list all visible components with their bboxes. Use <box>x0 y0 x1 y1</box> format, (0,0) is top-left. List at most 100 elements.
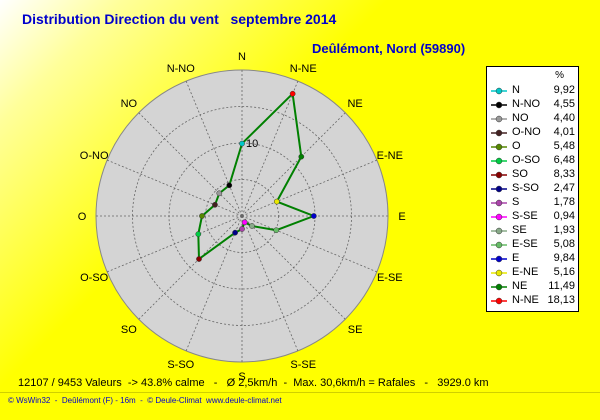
legend-item: E-SE 5,08 <box>487 238 578 252</box>
legend-label: NE <box>512 280 528 292</box>
chart-title: Distribution Direction du vent septembre… <box>22 11 337 27</box>
legend-value: 9,92 <box>553 84 575 96</box>
legend-item: S-SO 2,47 <box>487 182 578 196</box>
legend-item: SO 8,33 <box>487 168 578 182</box>
direction-label-o-no: O-NO <box>80 150 109 162</box>
legend-value: 6,48 <box>553 154 575 166</box>
legend-value: 11,49 <box>548 280 575 292</box>
grid-spoke <box>241 112 346 217</box>
data-point-so <box>196 256 202 262</box>
legend-value: 8,33 <box>553 168 575 180</box>
legend-marker-icon <box>491 185 507 193</box>
legend-item: O-SO 6,48 <box>487 154 578 168</box>
legend-item: NE 11,49 <box>487 280 578 294</box>
legend-marker-icon <box>491 157 507 165</box>
legend-label: SE <box>512 224 527 236</box>
legend-label: O <box>512 140 521 152</box>
legend-item: NO 4,40 <box>487 112 578 126</box>
data-point-ne <box>298 153 305 160</box>
direction-label-o-so: O-SO <box>80 272 109 284</box>
legend-value: 0,94 <box>553 210 575 222</box>
direction-label-e-se: E-SE <box>377 272 403 284</box>
grid-spoke <box>185 215 243 352</box>
data-point-e-ne <box>273 198 280 205</box>
data-point-se <box>249 223 255 229</box>
legend-item: O-NO 4,01 <box>487 126 578 140</box>
direction-label-se: SE <box>348 324 363 336</box>
grid-spoke <box>241 215 378 273</box>
legend-value: 4,01 <box>553 126 575 138</box>
legend-item: E-NE 5,16 <box>487 266 578 280</box>
data-point-o-so <box>195 231 202 237</box>
legend-marker-icon <box>491 129 507 137</box>
data-point-n-no <box>226 182 233 189</box>
legend-value: 5,48 <box>553 140 575 152</box>
data-point-o-no <box>212 201 218 208</box>
footer-credits: © WsWin32 - Deûlémont (F) - 16m - © Deul… <box>8 396 282 405</box>
direction-label-n-ne: N-NE <box>290 63 317 75</box>
legend-item: N 9,92 <box>487 84 578 98</box>
legend-label: N-NE <box>512 294 539 306</box>
legend-value: 1,78 <box>553 196 575 208</box>
legend-marker-icon <box>491 213 507 221</box>
footer-divider <box>0 392 600 393</box>
legend-label: S-SE <box>512 210 538 222</box>
legend-item: SE 1,93 <box>487 224 578 238</box>
legend-marker-icon <box>491 297 507 305</box>
data-point-n <box>239 140 245 147</box>
legend-value: 5,16 <box>553 266 575 278</box>
direction-label-so: SO <box>121 324 137 336</box>
legend-value: 4,40 <box>553 112 575 124</box>
legend-value: 1,93 <box>553 224 575 236</box>
direction-label-e: E <box>398 211 405 223</box>
grid-spoke <box>241 215 299 352</box>
direction-label-no: NO <box>121 98 138 110</box>
grid-spoke <box>241 215 346 320</box>
grid-spoke <box>106 159 243 217</box>
legend-value: 2,47 <box>553 182 575 194</box>
data-point-e <box>310 213 317 219</box>
grid-spoke <box>241 159 378 217</box>
ring-label: 10 <box>246 138 258 150</box>
legend-label: O-NO <box>512 126 541 138</box>
direction-label-e-ne: E-NE <box>377 150 403 162</box>
legend-value: 4,55 <box>553 98 575 110</box>
legend-marker-icon <box>491 227 507 235</box>
legend-label: O-SO <box>512 154 541 166</box>
grid-spoke <box>138 112 243 217</box>
grid-spoke <box>241 80 299 217</box>
statistics-line: 12107 / 9453 Valeurs -> 43.8% calme - Ø … <box>18 377 489 389</box>
data-point-n-ne <box>289 90 296 97</box>
legend-marker-icon <box>491 269 507 277</box>
legend-marker-icon <box>491 171 507 179</box>
legend: % N 9,92 N-NO 4,55 NO 4,40 O-NO 4,01 O 5,48 O-SO 6,… <box>486 66 579 312</box>
direction-label-s: S <box>238 371 245 383</box>
legend-marker-icon <box>491 255 507 263</box>
chart-subtitle: Deûlémont, Nord (59890) <box>312 41 466 56</box>
legend-marker-icon <box>491 115 507 123</box>
direction-label-s-se: S-SE <box>290 359 316 371</box>
legend-item: O 5,48 <box>487 140 578 154</box>
legend-label: SO <box>512 168 528 180</box>
legend-item: S-SE 0,94 <box>487 210 578 224</box>
legend-value: 5,08 <box>553 238 575 250</box>
legend-value: 18,13 <box>547 294 575 306</box>
legend-value: 9,84 <box>553 252 575 264</box>
direction-label-n: N <box>238 51 246 63</box>
legend-label: E <box>512 252 520 264</box>
data-point-no <box>216 190 223 197</box>
direction-label-s-so: S-SO <box>167 359 194 371</box>
legend-label: E-SE <box>512 238 538 250</box>
legend-label: S-SO <box>512 182 539 194</box>
legend-label: S <box>512 196 520 208</box>
data-point-s <box>239 226 245 232</box>
legend-item: N-NE 18,13 <box>487 294 578 308</box>
legend-item: E 9,84 <box>487 252 578 266</box>
direction-label-n-no: N-NO <box>167 63 196 75</box>
data-point-s-se <box>241 219 248 226</box>
legend-marker-icon <box>491 87 507 95</box>
legend-marker-icon <box>491 283 507 291</box>
grid-spoke <box>185 80 243 217</box>
legend-label: N <box>512 84 520 96</box>
